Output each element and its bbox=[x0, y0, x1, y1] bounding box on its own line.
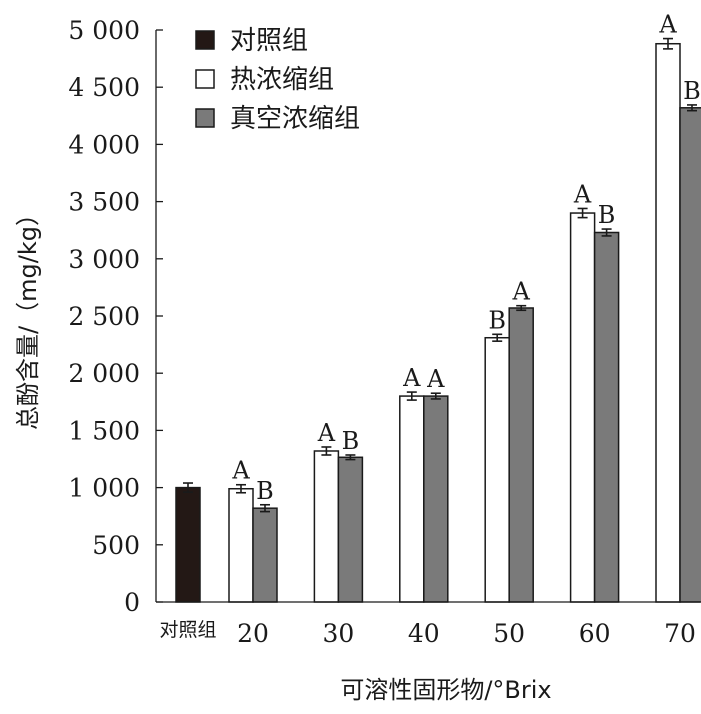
significance-label: B bbox=[488, 306, 506, 334]
significance-label: A bbox=[231, 457, 250, 485]
x-tick-label: 70 bbox=[664, 619, 696, 648]
bar-vacuum bbox=[593, 231, 620, 603]
x-tick-label: 40 bbox=[408, 619, 440, 648]
y-tick-label: 2 500 bbox=[68, 302, 140, 331]
bar-hot bbox=[399, 395, 425, 603]
bar-hot bbox=[655, 42, 681, 603]
y-axis-ticks: 0 500 1 000 1 500 2 000 2 500 3 000 3 500 4 000 4… bbox=[68, 16, 163, 617]
bar-hot bbox=[228, 487, 254, 603]
x-tick-label-control: 对照组 bbox=[159, 619, 216, 641]
y-tick-label: 4 500 bbox=[68, 73, 140, 102]
significance-label: B bbox=[683, 77, 701, 105]
bar-vacuum bbox=[508, 307, 534, 603]
y-tick-label: 0 bbox=[124, 588, 140, 617]
y-tick-label: 2 000 bbox=[68, 359, 140, 388]
y-tick-label: 500 bbox=[92, 531, 140, 560]
significance-label: A bbox=[512, 278, 531, 306]
y-axis-title: 总酚含量/（mg/kg） bbox=[14, 202, 42, 430]
significance-label: A bbox=[658, 11, 677, 39]
legend-label: 对照组 bbox=[230, 26, 308, 56]
x-tick-label: 30 bbox=[322, 619, 354, 648]
significance-label: A bbox=[402, 364, 421, 392]
bar-vacuum bbox=[337, 456, 364, 603]
x-tick-label: 20 bbox=[237, 619, 269, 648]
bar-vacuum bbox=[252, 507, 278, 603]
significance-label: B bbox=[256, 477, 274, 505]
legend-swatch bbox=[195, 69, 215, 89]
y-tick-label: 3 000 bbox=[68, 245, 140, 274]
x-axis-title: 可溶性固形物/°Brix bbox=[340, 676, 551, 704]
bar-control bbox=[175, 486, 201, 603]
x-tick-label: 50 bbox=[493, 619, 525, 648]
bar-vacuum bbox=[423, 395, 449, 603]
y-tick-label: 1 500 bbox=[68, 416, 140, 445]
bar-hot bbox=[484, 336, 510, 603]
legend-label: 热浓缩组 bbox=[230, 65, 334, 95]
y-tick-label: 1 000 bbox=[68, 474, 140, 503]
y-tick-label: 4 000 bbox=[68, 130, 140, 159]
bar-hot bbox=[569, 212, 596, 603]
significance-label: A bbox=[573, 180, 592, 208]
significance-label: A bbox=[426, 365, 445, 393]
bar-hot bbox=[313, 450, 340, 603]
bar-vacuum bbox=[679, 107, 701, 603]
x-axis-ticks: 对照组 20 30 40 50 60 70 bbox=[159, 619, 695, 648]
y-tick-label: 3 500 bbox=[68, 188, 140, 217]
legend-label: 真空浓缩组 bbox=[230, 104, 360, 134]
legend-swatch bbox=[195, 30, 215, 50]
significance-label: B bbox=[598, 201, 616, 229]
x-tick-label: 60 bbox=[579, 619, 611, 648]
significance-label: A bbox=[317, 419, 336, 447]
y-tick-label: 5 000 bbox=[68, 16, 140, 45]
legend-swatch bbox=[195, 108, 215, 128]
significance-label: B bbox=[342, 427, 360, 455]
